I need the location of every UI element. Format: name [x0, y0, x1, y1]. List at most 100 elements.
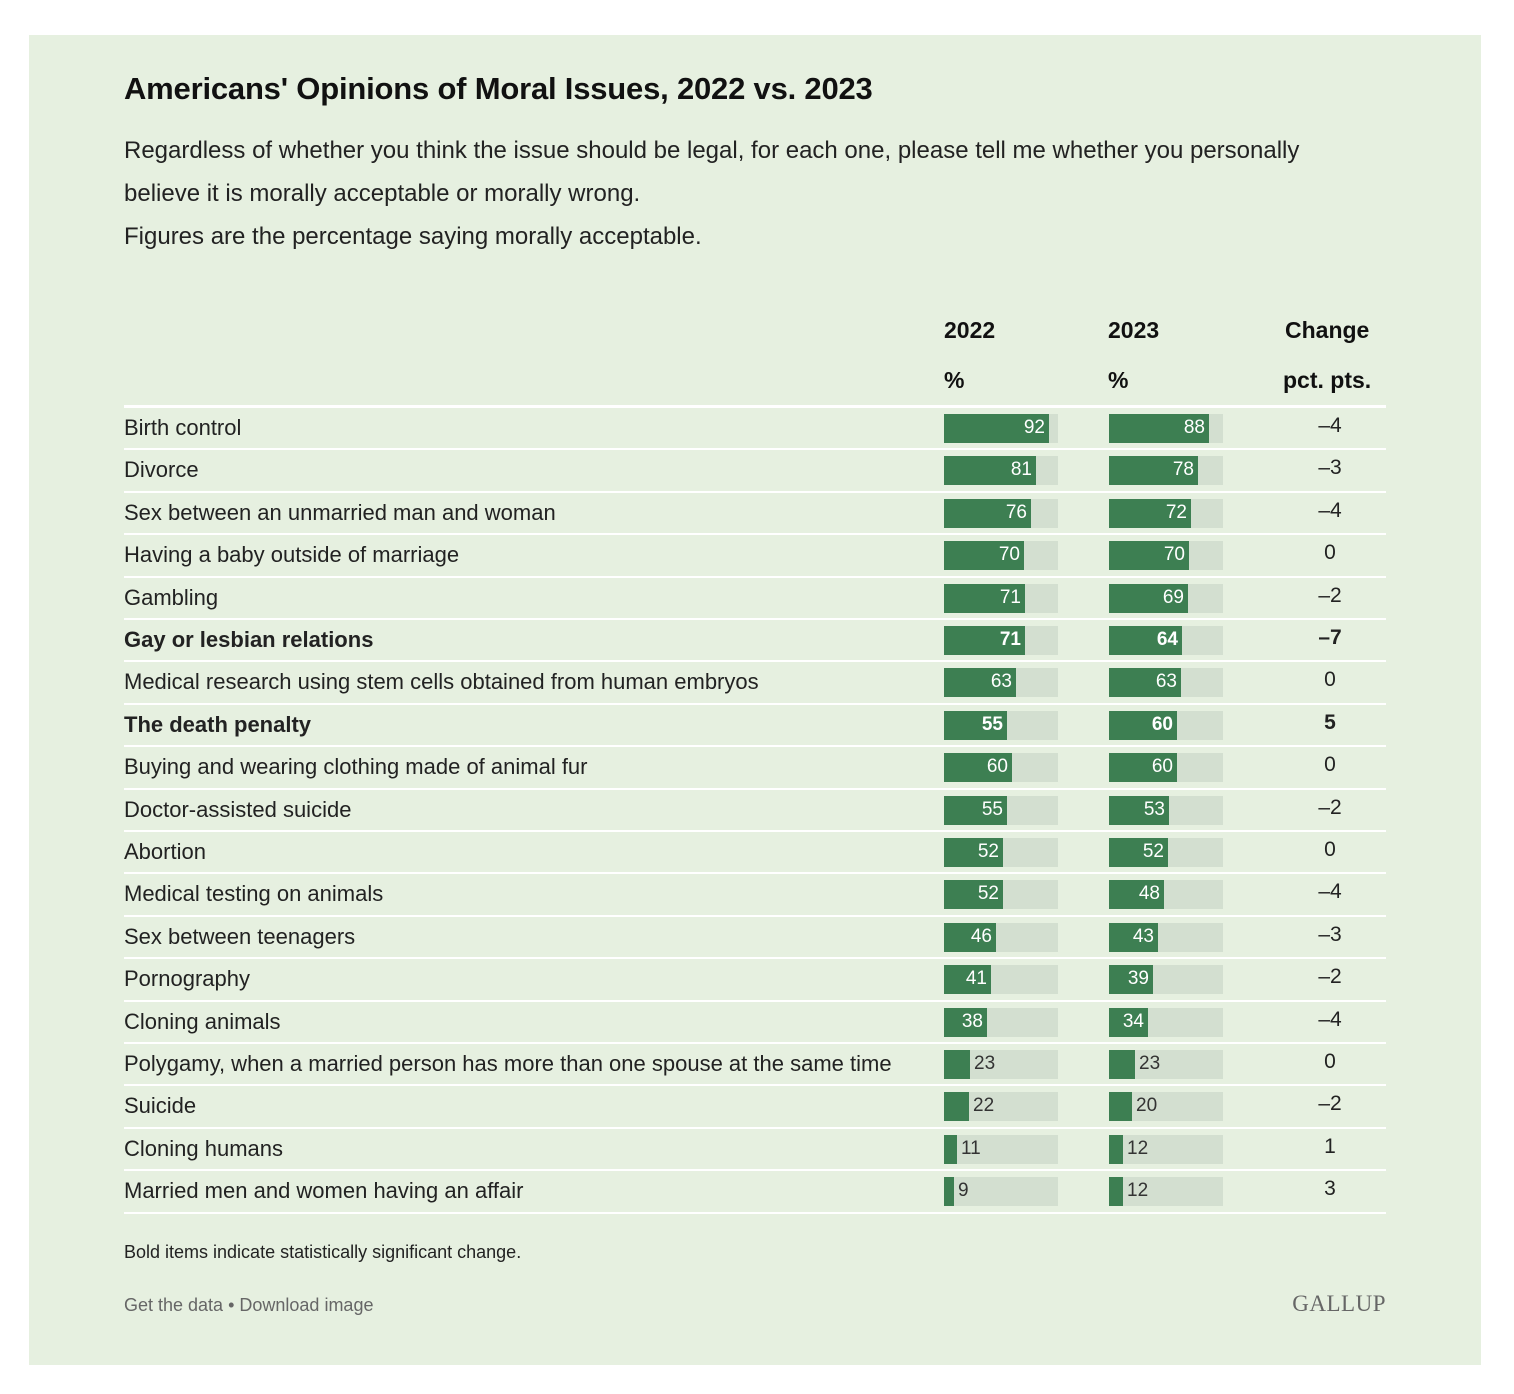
header-rule: [124, 405, 1386, 408]
row-divider: [124, 745, 1386, 748]
table-row: Cloning humans 11 12 1: [124, 1129, 1386, 1172]
data-label-2022: 92: [1023, 417, 1045, 438]
data-label-2022: 11: [961, 1137, 981, 1159]
data-label-2022: 71: [999, 586, 1021, 608]
data-label-2022: 81: [1010, 459, 1032, 481]
row-label: Buying and wearing clothing made of anim…: [124, 754, 588, 780]
table-row: Polygamy, when a married person has more…: [124, 1044, 1386, 1087]
table-row: Medical research using stem cells obtain…: [124, 662, 1386, 705]
change-value: –7: [1318, 626, 1342, 649]
bar-track-2023: 70: [1109, 541, 1223, 571]
bar-track-2022: 41: [944, 965, 1058, 995]
data-label-2023: 34: [1122, 1010, 1144, 1032]
bar-track-2022: 46: [944, 922, 1058, 952]
change-value: 0: [1324, 1050, 1336, 1073]
table-row: Married men and women having an affair 9 1…: [124, 1171, 1386, 1214]
table-row: Pornography 41 39 –2: [124, 959, 1386, 1002]
row-label: Sex between an unmarried man and woman: [124, 499, 556, 525]
change-value: –3: [1318, 922, 1342, 946]
bar-2023: [1109, 1007, 1148, 1037]
bar-2023: [1109, 541, 1189, 571]
link-separator: •: [223, 1295, 240, 1315]
footnote: Bold items indicate statistically signif…: [124, 1242, 522, 1262]
bar-2023: [1109, 626, 1182, 655]
data-label-2022: 22: [973, 1095, 995, 1117]
bar-track-2022: 60: [944, 753, 1058, 783]
bar-track-2023: 39: [1109, 965, 1223, 995]
bar-2022: [944, 922, 996, 952]
data-label-2022: 52: [977, 841, 999, 862]
change-value: –3: [1318, 456, 1342, 480]
bar-2023: [1109, 838, 1168, 867]
change-value: –4: [1318, 498, 1342, 522]
row-label: The death penalty: [124, 711, 312, 737]
bar-track-2022: 76: [944, 498, 1058, 528]
row-label: Abortion: [124, 839, 206, 864]
bar-track-2023: 20: [1109, 1092, 1223, 1122]
row-label: Divorce: [124, 457, 199, 483]
bar-2022: [944, 1177, 954, 1207]
row-label: Having a baby outside of marriage: [124, 542, 460, 568]
bar-track-2022: 92: [944, 414, 1058, 443]
data-label-2022: 70: [998, 544, 1020, 566]
row-divider: [124, 617, 1386, 620]
bar-track-2023: 12: [1109, 1134, 1223, 1164]
get-data-link[interactable]: Get the data: [124, 1295, 224, 1315]
data-label-2022: 38: [961, 1010, 983, 1032]
row-label: Gay or lesbian relations: [124, 627, 374, 652]
table-row: Buying and wearing clothing made of anim…: [124, 747, 1386, 790]
bar-2023: [1109, 1050, 1135, 1079]
table-row: Suicide 22 20 –2: [124, 1086, 1386, 1129]
bar-track-2022: 9: [944, 1177, 1058, 1207]
subtitle-line-1: Regardless of whether you think the issu…: [124, 137, 1300, 164]
row-divider: [124, 1041, 1386, 1044]
bar-track-2023: 78: [1109, 456, 1223, 486]
table-row: Birth control 92 88 –4: [124, 408, 1386, 451]
table-row: Sex between an unmarried man and woman 76…: [124, 493, 1386, 536]
bar-2022: [944, 710, 1007, 740]
row-divider: [124, 1084, 1386, 1087]
bar-track-2022: 63: [944, 668, 1058, 698]
download-image-link[interactable]: Download image: [239, 1295, 374, 1315]
row-divider: [124, 787, 1386, 790]
bar-2023: [1109, 498, 1191, 528]
change-value: 0: [1324, 668, 1336, 692]
bar-track-2023: 60: [1109, 710, 1223, 740]
bar-2023: [1109, 1177, 1123, 1207]
table-row: Sex between teenagers 46 43 –3: [124, 917, 1386, 960]
data-label-2022: 55: [981, 798, 1003, 820]
bar-2023: [1109, 583, 1188, 613]
row-divider: [124, 1126, 1386, 1129]
bar-track-2022: 11: [944, 1134, 1058, 1164]
chart-title: Americans' Opinions of Moral Issues, 202…: [124, 71, 873, 106]
data-label-2022: 63: [990, 671, 1012, 693]
bar-track-2022: 55: [944, 795, 1058, 825]
bar-2023: [1109, 1092, 1132, 1122]
data-label-2023: 64: [1156, 629, 1178, 650]
row-label: Birth control: [124, 415, 242, 440]
row-divider: [124, 999, 1386, 1002]
change-value: –4: [1318, 414, 1342, 437]
subtitle-line-3: Figures are the percentage saying morall…: [124, 223, 702, 250]
bar-track-2023: 88: [1109, 414, 1223, 443]
data-label-2023: 72: [1165, 501, 1187, 523]
data-label-2023: 78: [1172, 459, 1194, 481]
bar-track-2023: 69: [1109, 583, 1223, 613]
data-label-2023: 48: [1138, 883, 1160, 905]
bar-track-2022: 71: [944, 583, 1058, 613]
row-label: Cloning humans: [124, 1135, 283, 1161]
table-row: Medical testing on animals 52 48 –4: [124, 874, 1386, 917]
change-value: 0: [1324, 541, 1336, 565]
row-label: Doctor-assisted suicide: [124, 796, 352, 822]
change-value: 1: [1324, 1134, 1336, 1158]
row-label: Medical testing on animals: [124, 881, 384, 907]
bar-track-2023: 12: [1109, 1177, 1223, 1207]
data-label-2023: 23: [1139, 1053, 1161, 1074]
col-2022-year: 2022: [944, 317, 996, 343]
row-divider: [124, 1169, 1386, 1172]
bar-track-2022: 55: [944, 710, 1058, 740]
data-label-2023: 88: [1183, 417, 1205, 438]
footer-links: Get the data • Download image: [124, 1295, 373, 1316]
bar-2023: [1109, 795, 1169, 825]
bar-2022: [944, 795, 1007, 825]
